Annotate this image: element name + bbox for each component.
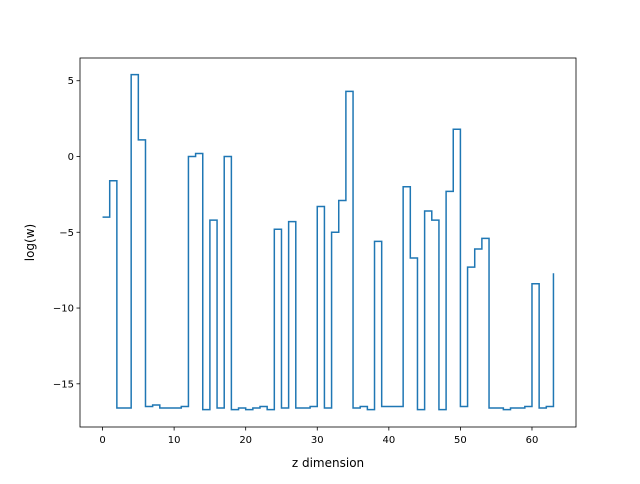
x-tick-label: 50 <box>454 435 467 446</box>
x-tick-label: 60 <box>526 435 539 446</box>
y-tick-label: −10 <box>53 304 74 315</box>
y-tick-label: 5 <box>68 76 74 87</box>
x-tick-label: 30 <box>311 435 324 446</box>
y-tick-label: 0 <box>68 152 74 163</box>
x-axis: 0 10 20 30 40 50 60 <box>99 427 538 446</box>
axes-frame <box>79 57 577 428</box>
y-tick-label: −15 <box>53 379 74 390</box>
series-line <box>102 73 555 411</box>
x-tick-label: 0 <box>99 435 105 446</box>
x-tick-label: 40 <box>382 435 395 446</box>
x-tick-label: 20 <box>239 435 252 446</box>
y-tick-label: −5 <box>59 228 74 239</box>
x-axis-label: z dimension <box>292 456 364 470</box>
plot-area <box>102 73 555 411</box>
y-axis: 5 0 −5 −10 −15 <box>53 76 80 390</box>
y-axis-label: log(w) <box>23 224 37 261</box>
x-tick-label: 10 <box>168 435 181 446</box>
